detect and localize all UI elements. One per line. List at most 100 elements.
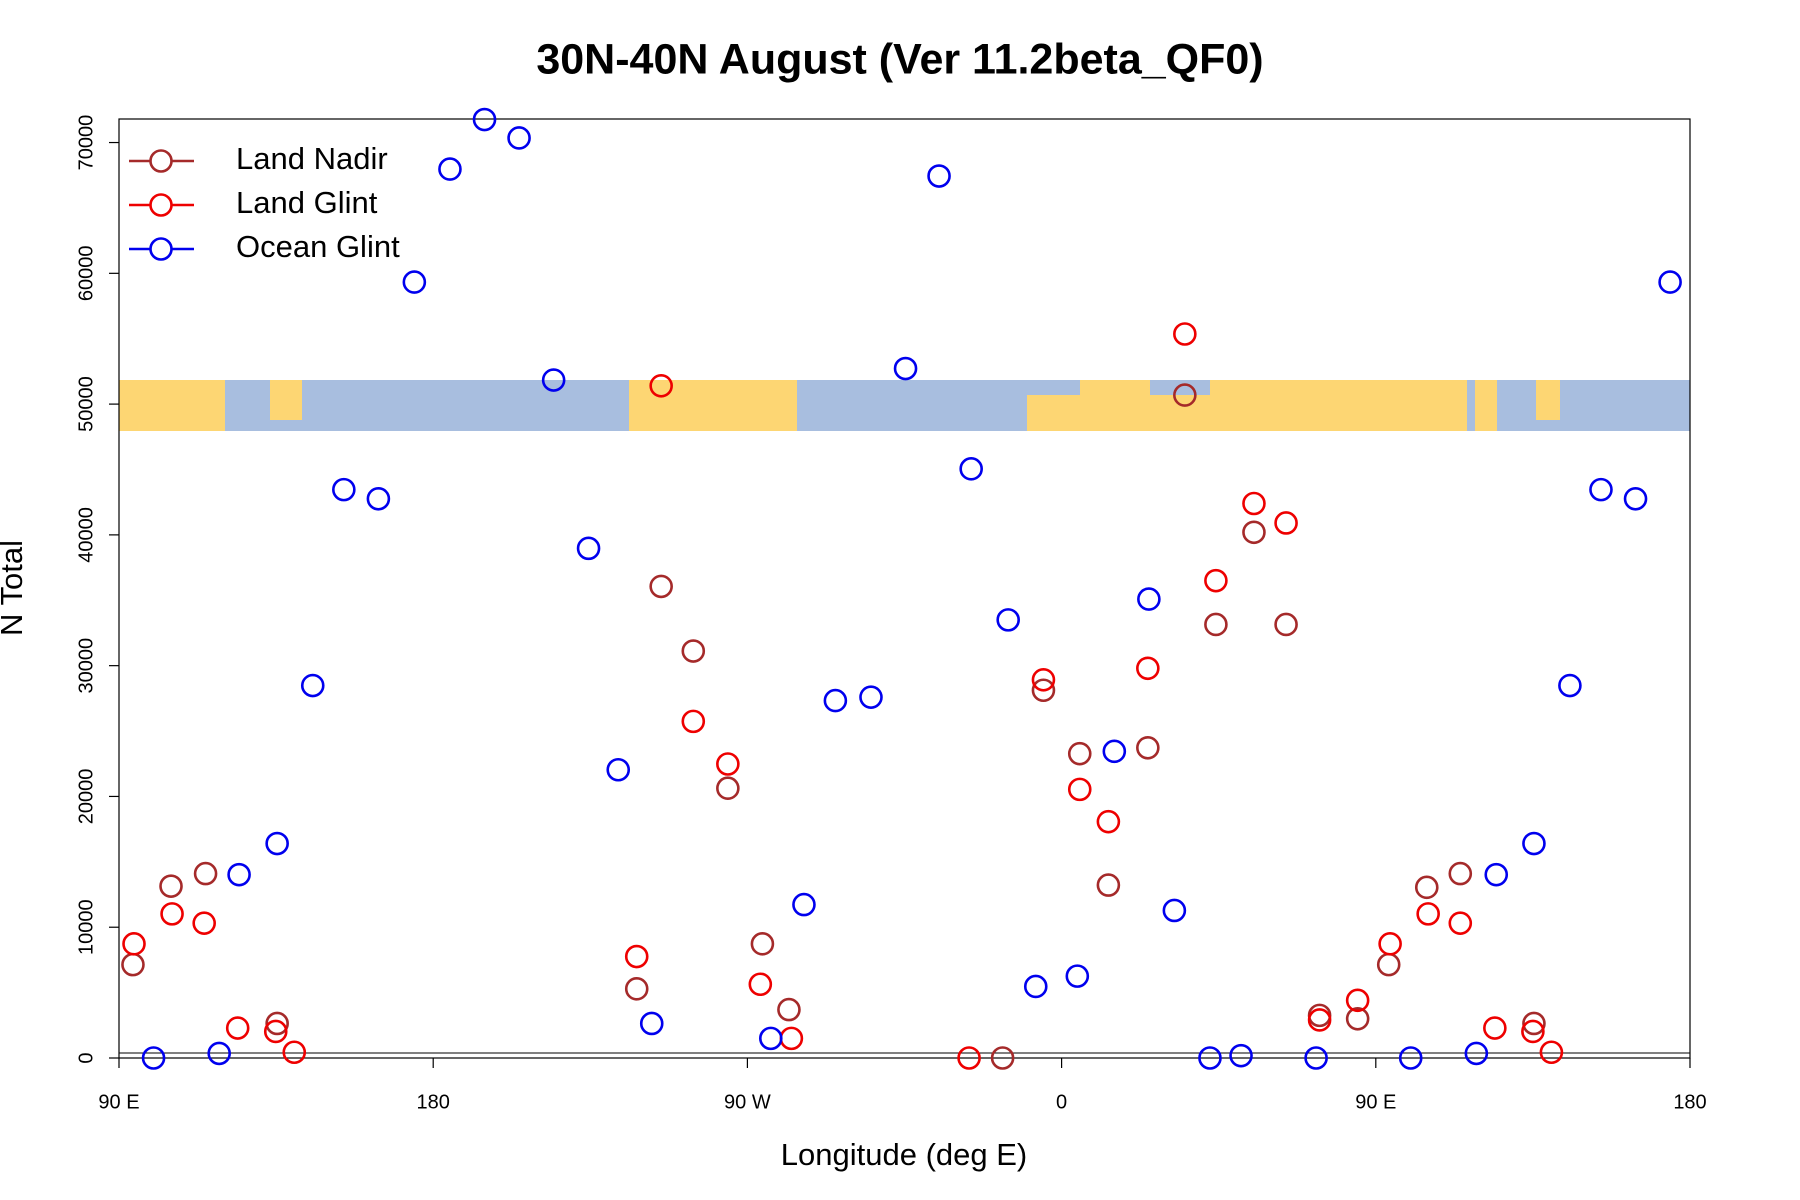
legend-marker xyxy=(149,237,173,261)
point xyxy=(1274,511,1298,535)
point xyxy=(606,757,631,782)
point xyxy=(1031,667,1056,692)
point xyxy=(959,457,983,481)
point xyxy=(624,944,649,969)
point xyxy=(716,776,740,801)
point xyxy=(1307,1008,1332,1032)
point xyxy=(758,1026,783,1051)
y-tick-label: 20000 xyxy=(75,769,97,825)
point xyxy=(1198,1046,1222,1070)
point xyxy=(1204,612,1228,637)
point xyxy=(1448,861,1473,886)
point xyxy=(1023,974,1048,999)
x-tick-label: 90 W xyxy=(724,1091,771,1113)
point xyxy=(1229,1043,1253,1068)
point xyxy=(1558,673,1582,698)
point xyxy=(507,126,531,150)
chart-title: 30N-40N August (Ver 11.2beta_QF0) xyxy=(536,35,1263,83)
point xyxy=(472,107,497,132)
point xyxy=(777,997,801,1022)
point xyxy=(624,977,649,1001)
legend-label: Land Glint xyxy=(236,185,378,220)
point xyxy=(438,157,462,181)
point xyxy=(996,608,1020,632)
point xyxy=(1242,520,1266,545)
point xyxy=(1345,1006,1370,1031)
point xyxy=(750,932,775,956)
y-tick-label: 0 xyxy=(75,1052,97,1063)
land-band xyxy=(119,380,225,431)
point xyxy=(927,164,951,188)
point xyxy=(1522,831,1546,856)
y-tick-label: 50000 xyxy=(75,376,97,432)
point xyxy=(957,1046,981,1070)
point xyxy=(1096,873,1121,897)
point xyxy=(893,356,918,381)
point xyxy=(1137,587,1161,611)
point xyxy=(1623,486,1648,511)
point xyxy=(225,1016,250,1040)
series xyxy=(141,107,1682,1070)
x-tick-label: 90 E xyxy=(98,1091,139,1113)
point xyxy=(1589,477,1613,502)
point xyxy=(1031,678,1056,703)
point xyxy=(1658,270,1682,294)
point xyxy=(1345,988,1370,1013)
x-tick-label: 0 xyxy=(1056,1091,1067,1113)
point xyxy=(1398,1046,1423,1070)
x-tick-label: 180 xyxy=(1673,1091,1706,1113)
point xyxy=(207,1041,231,1066)
legend-marker xyxy=(149,149,173,173)
point xyxy=(122,932,146,956)
y-axis-label: N Total xyxy=(0,540,29,636)
x-tick-label: 90 E xyxy=(1355,1091,1396,1113)
point xyxy=(576,536,601,561)
point xyxy=(1065,964,1090,988)
point xyxy=(1484,862,1509,887)
point xyxy=(1204,568,1228,593)
point xyxy=(639,1011,664,1036)
point xyxy=(193,861,218,886)
point xyxy=(141,1046,166,1070)
y-tick-label: 40000 xyxy=(75,507,97,563)
legend: Land Nadir Land Glint Ocean Glint xyxy=(129,141,400,264)
point xyxy=(1464,1041,1489,1066)
land-band xyxy=(1210,380,1467,400)
point xyxy=(1136,656,1160,681)
point xyxy=(1448,911,1473,935)
point xyxy=(1096,809,1121,834)
point xyxy=(227,862,251,887)
land-band xyxy=(270,380,302,420)
point xyxy=(1136,735,1160,760)
land-band xyxy=(1080,380,1150,398)
point xyxy=(649,574,673,599)
point xyxy=(649,373,673,398)
point xyxy=(541,368,566,392)
legend-label: Land Nadir xyxy=(236,141,388,176)
point xyxy=(159,874,183,898)
point xyxy=(859,685,883,709)
y-tick-label: 10000 xyxy=(75,899,97,955)
point xyxy=(1173,383,1197,407)
land-band xyxy=(1027,395,1467,431)
point xyxy=(160,902,184,926)
series xyxy=(122,322,1564,1070)
point xyxy=(192,911,216,935)
plot-frame xyxy=(118,118,1691,1059)
point xyxy=(1416,902,1440,926)
point xyxy=(1414,875,1439,900)
point xyxy=(990,1046,1015,1070)
map-strip xyxy=(119,380,1690,431)
land-band xyxy=(1536,380,1560,420)
land-band xyxy=(629,380,797,431)
point xyxy=(1067,777,1092,802)
x-tick-label: 180 xyxy=(417,1091,450,1113)
point xyxy=(1304,1046,1328,1070)
point xyxy=(1378,932,1402,956)
point xyxy=(300,673,325,698)
point xyxy=(1483,1016,1507,1040)
point xyxy=(1067,741,1092,766)
point xyxy=(681,709,706,734)
